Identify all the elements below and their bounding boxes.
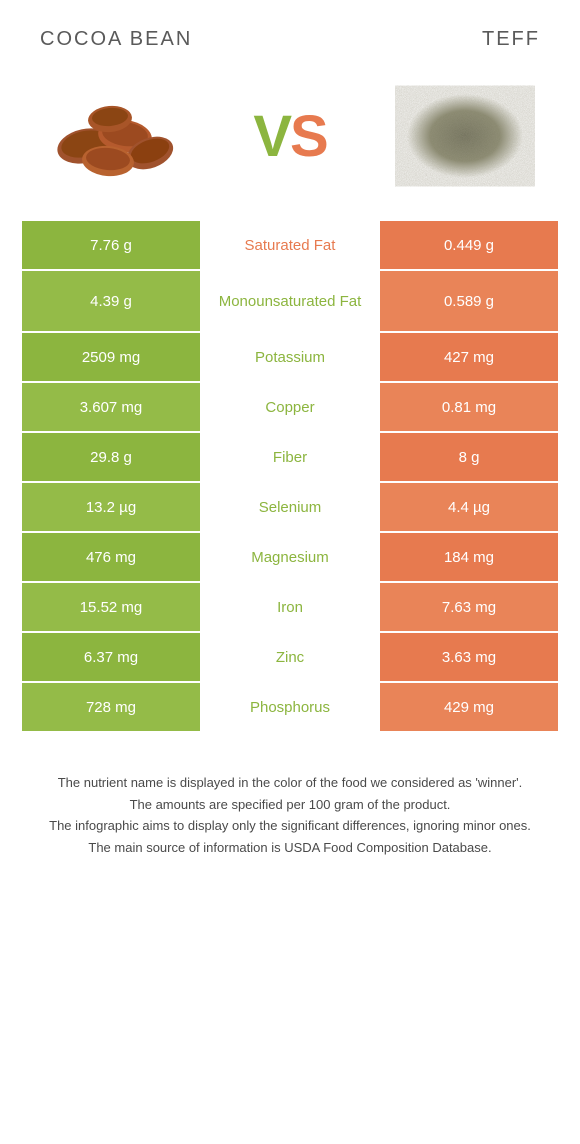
left-value: 476 mg [22,533,200,581]
nutrient-row: 6.37 mgZinc3.63 mg [22,633,558,681]
nutrient-name: Magnesium [200,533,380,581]
nutrient-row: 13.2 µgSelenium4.4 µg [22,483,558,531]
vs-label: VS [253,103,326,170]
nutrient-row: 29.8 gFiber8 g [22,433,558,481]
right-value: 0.449 g [380,221,558,269]
footer-line: The nutrient name is displayed in the co… [30,773,550,793]
nutrient-row: 2509 mgPotassium427 mg [22,333,558,381]
nutrient-name: Copper [200,383,380,431]
left-value: 13.2 µg [22,483,200,531]
right-value: 8 g [380,433,558,481]
footer-line: The infographic aims to display only the… [30,816,550,836]
nutrient-name: Fiber [200,433,380,481]
right-value: 0.589 g [380,271,558,331]
left-value: 7.76 g [22,221,200,269]
left-value: 15.52 mg [22,583,200,631]
left-value: 6.37 mg [22,633,200,681]
nutrient-row: 15.52 mgIron7.63 mg [22,583,558,631]
right-value: 4.4 µg [380,483,558,531]
right-value: 429 mg [380,683,558,731]
nutrient-row: 476 mgMagnesium184 mg [22,533,558,581]
right-value: 7.63 mg [380,583,558,631]
right-food-title: TEFF [482,28,540,51]
footer-line: The amounts are specified per 100 gram o… [30,795,550,815]
header: COCOA BEAN TEFF [0,0,580,61]
cocoa-bean-image [40,81,190,191]
right-value: 3.63 mg [380,633,558,681]
left-value: 728 mg [22,683,200,731]
nutrient-row: 4.39 gMonounsaturated Fat0.589 g [22,271,558,331]
nutrient-name: Iron [200,583,380,631]
footer-notes: The nutrient name is displayed in the co… [0,733,580,857]
nutrient-name: Phosphorus [200,683,380,731]
left-value: 4.39 g [22,271,200,331]
nutrient-name: Saturated Fat [200,221,380,269]
right-value: 427 mg [380,333,558,381]
nutrient-name: Selenium [200,483,380,531]
nutrient-row: 7.76 gSaturated Fat0.449 g [22,221,558,269]
left-value: 2509 mg [22,333,200,381]
left-value: 3.607 mg [22,383,200,431]
nutrient-name: Monounsaturated Fat [200,271,380,331]
versus-row: VS [0,61,580,221]
vs-s: S [290,104,327,169]
right-value: 0.81 mg [380,383,558,431]
teff-image [390,81,540,191]
vs-v: V [253,104,290,169]
right-value: 184 mg [380,533,558,581]
nutrient-row: 728 mgPhosphorus429 mg [22,683,558,731]
nutrient-name: Zinc [200,633,380,681]
nutrient-table: 7.76 gSaturated Fat0.449 g4.39 gMonounsa… [22,221,558,731]
left-food-title: COCOA BEAN [40,28,192,51]
footer-line: The main source of information is USDA F… [30,838,550,858]
left-value: 29.8 g [22,433,200,481]
nutrient-name: Potassium [200,333,380,381]
nutrient-row: 3.607 mgCopper0.81 mg [22,383,558,431]
